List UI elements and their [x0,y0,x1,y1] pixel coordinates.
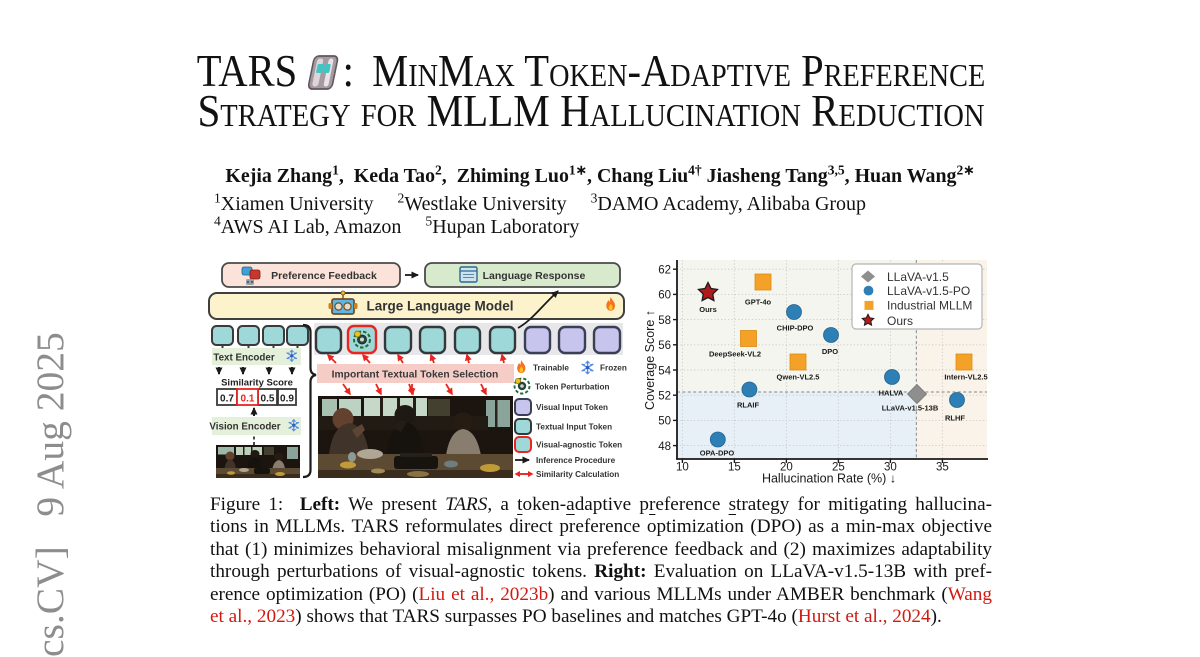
svg-text:25: 25 [832,462,845,474]
svg-text:Intern-VL2.5: Intern-VL2.5 [944,373,987,382]
svg-text:Trainable: Trainable [533,363,569,372]
svg-text:58: 58 [658,315,671,327]
svg-text:35: 35 [936,462,949,474]
svg-text:Ours: Ours [887,314,913,328]
svg-text:60: 60 [658,290,671,302]
svg-text:Visual Input Token: Visual Input Token [536,403,608,412]
svg-text:0.5: 0.5 [261,394,275,405]
svg-text:CHIP-DPO: CHIP-DPO [777,324,814,333]
svg-text:RLHF: RLHF [945,414,965,423]
svg-text:LLaVA-v1.5-13B: LLaVA-v1.5-13B [882,404,939,413]
svg-text:62: 62 [658,265,671,277]
svg-text:Preference Feedback: Preference Feedback [271,270,377,282]
svg-text:56: 56 [658,340,671,352]
svg-text:RLAIF: RLAIF [737,401,759,410]
svg-text:Vision Encoder: Vision Encoder [209,421,280,432]
svg-text:DPO: DPO [822,347,838,356]
svg-text:Similarity Calculation: Similarity Calculation [536,470,619,479]
svg-text:30: 30 [884,462,897,474]
svg-text:0.9: 0.9 [280,394,294,405]
svg-text:20: 20 [780,462,793,474]
svg-text:Ours: Ours [699,305,717,314]
svg-text:LLaVA-v1.5-PO: LLaVA-v1.5-PO [887,284,970,298]
svg-text:0.1: 0.1 [241,394,255,405]
svg-text:GPT-4o: GPT-4o [745,298,772,307]
svg-text:Text Encoder: Text Encoder [213,352,275,363]
svg-text:0.7: 0.7 [220,393,234,404]
svg-text:Similarity Score: Similarity Score [221,377,293,388]
svg-text:50: 50 [658,416,671,428]
svg-text:Token Perturbation: Token Perturbation [535,382,609,391]
svg-text:54: 54 [658,365,671,377]
svg-text:Important Textual Token Select: Important Textual Token Selection [332,369,499,380]
svg-text:Inference Procedure: Inference Procedure [536,456,616,465]
svg-text:DeepSeek-VL2: DeepSeek-VL2 [709,350,761,359]
svg-text:52: 52 [658,391,671,403]
svg-text:Industrial MLLM: Industrial MLLM [887,299,972,313]
svg-text:LLaVA-v1.5: LLaVA-v1.5 [887,270,949,284]
svg-text:Large Language Model: Large Language Model [366,299,513,314]
svg-text:48: 48 [658,441,671,453]
svg-text:OPA-DPO: OPA-DPO [700,449,735,458]
svg-text:Language Response: Language Response [483,270,586,282]
svg-text:Qwen-VL2.5: Qwen-VL2.5 [777,373,820,382]
svg-text:Visual-agnostic Token: Visual-agnostic Token [536,440,622,449]
svg-text:HALVA: HALVA [879,389,904,398]
svg-text:Frozen: Frozen [600,363,627,372]
svg-text:Coverage Score ↑: Coverage Score ↑ [643,310,657,410]
svg-text:Hallucination Rate (%) ↓: Hallucination Rate (%) ↓ [762,472,896,486]
svg-text:10: 10 [676,462,689,474]
svg-text:15: 15 [728,462,741,474]
svg-text:Textual Input Token: Textual Input Token [536,422,612,431]
